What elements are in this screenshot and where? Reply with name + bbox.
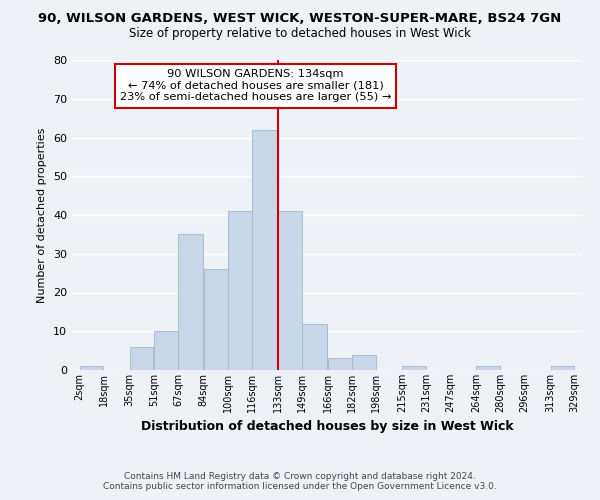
Bar [154,331,178,370]
Bar [302,324,328,370]
Bar [80,366,103,370]
Text: 90 WILSON GARDENS: 134sqm
← 74% of detached houses are smaller (181)
23% of semi: 90 WILSON GARDENS: 134sqm ← 74% of detac… [120,70,391,102]
Bar [476,366,500,370]
Bar [328,358,352,370]
Bar [253,130,277,370]
Bar [130,347,154,370]
Text: 90, WILSON GARDENS, WEST WICK, WESTON-SUPER-MARE, BS24 7GN: 90, WILSON GARDENS, WEST WICK, WESTON-SU… [38,12,562,26]
Bar [228,211,252,370]
Bar [402,366,426,370]
Bar [178,234,203,370]
Text: Size of property relative to detached houses in West Wick: Size of property relative to detached ho… [129,28,471,40]
Bar [551,366,574,370]
Bar [204,269,227,370]
X-axis label: Distribution of detached houses by size in West Wick: Distribution of detached houses by size … [140,420,514,434]
Bar [278,211,302,370]
Bar [352,354,376,370]
Text: Contains HM Land Registry data © Crown copyright and database right 2024.
Contai: Contains HM Land Registry data © Crown c… [103,472,497,491]
Y-axis label: Number of detached properties: Number of detached properties [37,128,47,302]
